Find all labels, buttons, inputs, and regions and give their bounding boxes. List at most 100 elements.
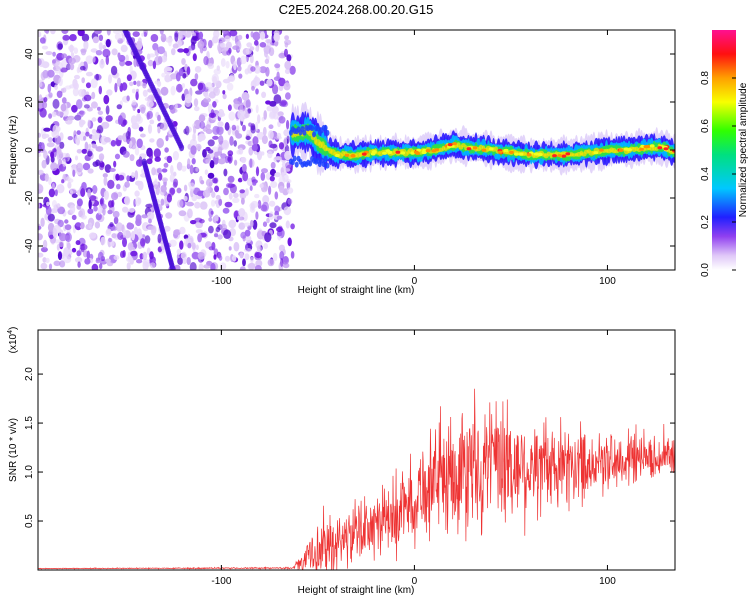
noise-blob — [166, 193, 172, 203]
ridge-hotspot — [639, 147, 644, 151]
noise-blob — [38, 184, 44, 194]
noise-blob — [72, 169, 76, 177]
ridge-hotspot — [643, 145, 649, 149]
noise-blob — [105, 258, 111, 263]
noise-blob — [157, 233, 162, 244]
noise-blob — [141, 32, 145, 37]
noise-blob — [101, 204, 107, 210]
noise-blob — [286, 119, 290, 130]
noise-blob — [284, 60, 292, 70]
noise-blob — [108, 200, 114, 208]
noise-blob — [67, 181, 72, 189]
noise-blob — [212, 125, 220, 135]
noise-blob — [283, 167, 291, 172]
noise-blob — [112, 210, 120, 218]
noise-blob — [76, 162, 83, 173]
noise-blob — [176, 248, 181, 256]
noise-blob — [211, 241, 216, 251]
noise-blob — [95, 212, 102, 221]
noise-blob — [140, 238, 146, 247]
noise-streak — [170, 264, 175, 270]
noise-blob — [65, 63, 71, 71]
ridge-hotspot — [447, 143, 453, 147]
noise-blob — [105, 39, 111, 48]
x-tick-label: -100 — [211, 576, 231, 587]
noise-blob — [156, 138, 164, 148]
noise-blob — [153, 148, 161, 158]
noise-blob — [219, 113, 223, 118]
noise-blob — [64, 224, 72, 231]
noise-blob — [193, 125, 197, 135]
spectrogram-x-axis: -100 0 100 — [211, 30, 616, 287]
noise-blob — [141, 214, 148, 219]
noise-blob — [57, 251, 63, 261]
noise-blob — [97, 116, 103, 123]
noise-blob — [50, 151, 55, 159]
noise-blob — [149, 262, 156, 269]
y-tick-label: 0.5 — [24, 514, 35, 528]
noise-blob — [195, 229, 203, 234]
noise-blob — [56, 184, 65, 194]
noise-blob — [226, 82, 234, 91]
noise-blob — [222, 46, 229, 52]
noise-blob — [105, 105, 110, 115]
noise-blob — [209, 160, 215, 169]
colorbar-tick-label: 0.0 — [700, 263, 711, 277]
noise-blob — [246, 42, 253, 48]
noise-blob — [273, 32, 281, 42]
spectrogram-panel: -100 0 100 -40 -20 0 20 40 Height of straight … — [8, 29, 676, 296]
ridge-hotspot — [657, 146, 663, 150]
noise-blob — [255, 88, 259, 95]
noise-blob — [42, 239, 48, 249]
noise-blob — [259, 183, 264, 188]
noise-blob — [233, 140, 237, 147]
noise-blob — [114, 82, 118, 93]
noise-blob — [195, 143, 202, 151]
noise-blob — [76, 198, 83, 207]
ridge-hotspot — [361, 152, 367, 156]
noise-blob — [106, 89, 113, 96]
ridge-hotspot — [514, 152, 519, 156]
noise-blob — [218, 255, 223, 261]
ridge-hotspot — [481, 148, 487, 152]
ridge-split — [292, 155, 297, 162]
noise-blob — [205, 128, 213, 135]
ridge-hotspot — [472, 146, 478, 150]
noise-blob — [134, 170, 139, 180]
noise-blob — [95, 50, 103, 56]
ridge-split — [312, 131, 316, 138]
noise-blob — [270, 161, 276, 169]
noise-blob — [239, 252, 244, 259]
noise-blob — [219, 262, 227, 270]
noise-blob — [199, 121, 206, 129]
noise-blob — [287, 237, 292, 247]
noise-blob — [137, 37, 142, 45]
y-tick-label: 2.0 — [24, 367, 35, 381]
noise-blob — [102, 173, 108, 178]
noise-blob — [197, 190, 205, 197]
noise-blob — [77, 30, 85, 37]
noise-blob — [74, 257, 83, 263]
noise-blob — [245, 235, 252, 243]
noise-blob — [228, 192, 233, 200]
noise-blob — [270, 181, 278, 188]
ridge-hotspot — [382, 151, 387, 155]
ridge-hotspot — [599, 148, 604, 152]
ridge-hotspot — [557, 154, 563, 158]
noise-blob — [113, 30, 121, 34]
noise-blob — [260, 172, 266, 181]
noise-blob — [111, 192, 119, 201]
noise-blob — [249, 158, 253, 169]
noise-blob — [190, 220, 197, 225]
noise-blob — [283, 129, 290, 137]
noise-blob — [48, 188, 56, 198]
noise-blob — [61, 97, 67, 104]
noise-blob — [117, 174, 125, 181]
noise-blob — [80, 110, 86, 116]
noise-blob — [87, 119, 91, 128]
noise-blob — [127, 242, 134, 251]
noise-blob — [186, 201, 194, 207]
noise-blob — [170, 85, 176, 96]
noise-blob — [187, 208, 193, 219]
noise-blob — [156, 167, 162, 174]
